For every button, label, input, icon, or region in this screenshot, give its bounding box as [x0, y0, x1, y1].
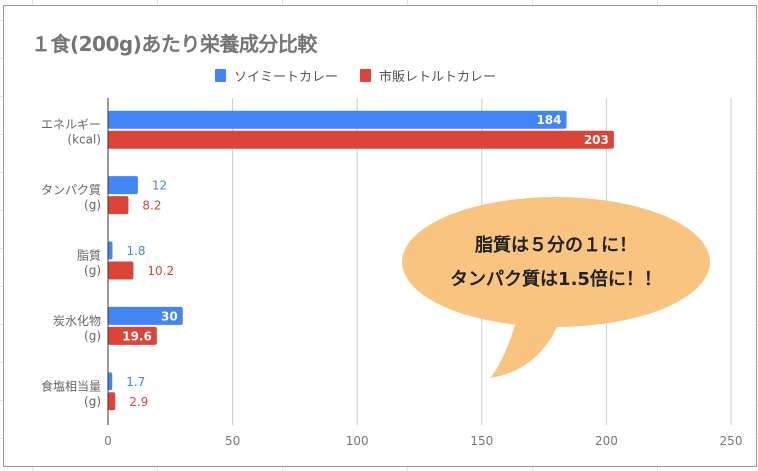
data-label: 203	[584, 133, 609, 147]
category-label: 脂質	[77, 248, 101, 263]
bar-soy	[108, 306, 183, 325]
legend-item-retail[interactable]: 市販レトルトカレー	[360, 66, 496, 85]
data-label: 10.2	[147, 264, 174, 278]
x-tick-label: 0	[104, 434, 112, 448]
data-label: 12	[152, 179, 167, 193]
legend: ソイミートカレー 市販レトルトカレー	[215, 66, 496, 85]
data-label: 2.9	[129, 395, 148, 409]
category-label: 食塩相当量	[41, 378, 101, 393]
legend-label-soy: ソイミートカレー	[234, 70, 339, 85]
category-unit-label: (kcal)	[67, 133, 101, 147]
legend-swatch-soy	[215, 69, 226, 82]
data-label: 184	[536, 113, 561, 127]
bar-retail	[108, 261, 134, 280]
bar-retail	[108, 392, 116, 411]
bar-retail	[108, 196, 129, 215]
category-unit-label: (g)	[84, 394, 101, 408]
bar-retail	[108, 326, 157, 345]
category-unit-label: (g)	[84, 198, 101, 212]
callout-line-2: タンパク質は1.5倍に！！	[450, 268, 662, 290]
data-label: 1.8	[126, 244, 145, 258]
speech-bubble-tail	[490, 318, 560, 378]
callout-line-1: 脂質は５分の１に！	[475, 234, 637, 256]
category-label: 炭水化物	[53, 314, 101, 328]
x-tick-label: 150	[470, 434, 493, 448]
x-tick-label: 200	[595, 434, 618, 448]
category-unit-label: (g)	[84, 264, 101, 278]
x-tick-label: 100	[346, 434, 369, 448]
category-unit-label: (g)	[84, 329, 101, 343]
category-label: エネルギー	[41, 118, 101, 132]
data-label: 1.7	[126, 375, 145, 389]
x-tick-label: 50	[225, 434, 240, 448]
data-label: 30	[161, 309, 178, 323]
bar-retail	[108, 130, 614, 149]
category-label: タンパク質	[41, 182, 101, 197]
data-label: 8.2	[142, 199, 161, 213]
bar-soy	[108, 372, 113, 391]
legend-swatch-retail	[360, 69, 372, 82]
bar-soy	[108, 110, 567, 129]
chart-title: １食(200g)あたり栄養成分比較	[31, 32, 317, 56]
legend-item-soy[interactable]: ソイミートカレー	[215, 66, 338, 85]
bar-soy	[108, 176, 138, 195]
bar-soy	[108, 241, 113, 260]
x-tick-label: 250	[720, 434, 743, 448]
data-label: 19.6	[122, 329, 152, 343]
legend-label-retail: 市販レトルトカレー	[379, 70, 497, 85]
speech-bubble	[402, 197, 710, 327]
